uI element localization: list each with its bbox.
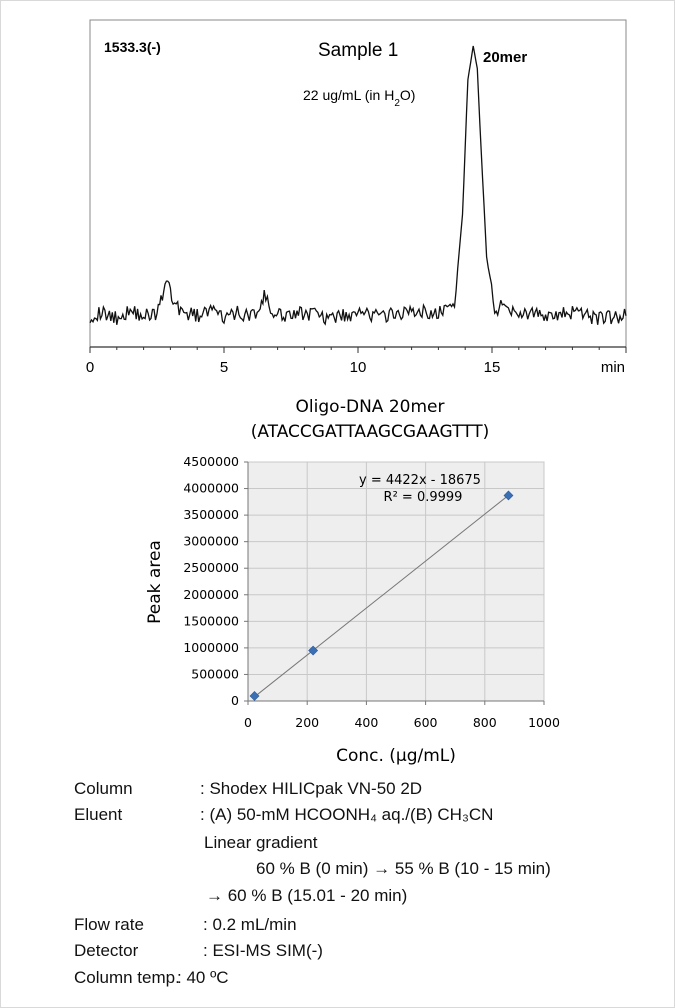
- x-unit-label: min: [601, 359, 625, 376]
- condition-value: → 60 % B (15.01 - 20 min): [206, 886, 408, 905]
- calibration-x-tick-label: 600: [414, 715, 438, 730]
- fit-r2: R² = 0.9999: [384, 490, 463, 505]
- calibration-data-point: [249, 691, 260, 701]
- peak-label: 20mer: [483, 49, 527, 66]
- calibration-x-tick-label: 400: [354, 715, 378, 730]
- calibration-data-point: [503, 490, 514, 501]
- calibration-x-tick-label: 0: [244, 715, 252, 730]
- condition-value: : ESI-MS SIM(-): [203, 941, 323, 960]
- calibration-y-tick-label: 2000000: [183, 587, 239, 602]
- calibration-y-tick-label: 1500000: [183, 613, 239, 628]
- chromatogram-tick-label: 0: [86, 359, 94, 376]
- condition-key: Eluent: [74, 805, 123, 824]
- calibration-x-tick-label: 800: [473, 715, 497, 730]
- condition-value: : 40 ºC: [177, 968, 229, 987]
- calibration-y-tick-label: 2500000: [183, 560, 239, 575]
- condition-key: Flow rate: [74, 915, 144, 934]
- chromatogram-tick-label: 5: [220, 359, 228, 376]
- figure-svg: 1533.3(-) Sample 1 22 ug/mL (in H2O) 20m…: [86, 19, 627, 766]
- condition-row: → 60 % B (15.01 - 20 min): [74, 885, 634, 907]
- condition-row: Detector : ESI-MS SIM(-): [74, 940, 634, 962]
- condition-row: Column : Shodex HILICpak VN-50 2D: [74, 778, 634, 800]
- sample-label: Sample 1: [318, 40, 398, 61]
- y-axis-label: Peak area: [145, 540, 165, 624]
- calibration-plot-area: [247, 461, 545, 702]
- condition-value: : (A) 50-mM HCOONH₄ aq./(B) CH₃CN: [200, 805, 494, 824]
- calibration-y-tick-label: 0: [231, 693, 239, 708]
- condition-key: Detector: [74, 941, 139, 960]
- condition-row: Linear gradient: [74, 832, 634, 854]
- condition-value: 60 % B (0 min) → 55 % B (10 - 15 min): [256, 859, 551, 878]
- condition-row: Eluent : (A) 50-mM HCOONH₄ aq./(B) CH₃CN: [74, 804, 634, 826]
- calibration-data-point: [308, 645, 319, 656]
- condition-key: Column temp.: [74, 968, 180, 987]
- chromatogram-trace: [89, 45, 627, 326]
- calibration-title-line1: Oligo-DNA 20mer: [296, 397, 445, 417]
- calibration-fit-line: [254, 494, 509, 698]
- condition-row: 60 % B (0 min) → 55 % B (10 - 15 min): [74, 858, 634, 880]
- condition-value: : Shodex HILICpak VN-50 2D: [200, 779, 423, 798]
- mz-label: 1533.3(-): [104, 39, 161, 55]
- calibration-y-tick-label: 4000000: [183, 481, 239, 496]
- chromatogram-tick-label: 10: [350, 359, 367, 376]
- calibration-x-tick-label: 200: [295, 715, 319, 730]
- concentration-note: 22 ug/mL (in H2O): [303, 87, 415, 109]
- condition-row: Column temp.: 40 ºC: [74, 967, 634, 989]
- calibration-y-tick-label: 1000000: [183, 640, 239, 655]
- calibration-y-tick-label: 3500000: [183, 507, 239, 522]
- fit-equation: y = 4422x - 18675: [359, 473, 481, 488]
- calibration-title-line2: (ATACCGATTAAGCGAAGTTT): [251, 422, 490, 442]
- condition-row: Flow rate : 0.2 mL/min: [74, 914, 634, 936]
- calibration-y-tick-label: 3000000: [183, 534, 239, 549]
- chromatogram-tick-label: 15: [484, 359, 501, 376]
- calibration-y-tick-label: 500000: [191, 666, 239, 681]
- calibration-y-tick-label: 4500000: [183, 454, 239, 469]
- x-axis-label: Conc. (µg/mL): [336, 746, 456, 766]
- condition-value: : 0.2 mL/min: [203, 915, 297, 934]
- condition-key: Column: [74, 779, 133, 798]
- chromatogram-frame: [89, 19, 627, 348]
- calibration-x-tick-label: 1000: [528, 715, 560, 730]
- condition-value: Linear gradient: [204, 833, 318, 852]
